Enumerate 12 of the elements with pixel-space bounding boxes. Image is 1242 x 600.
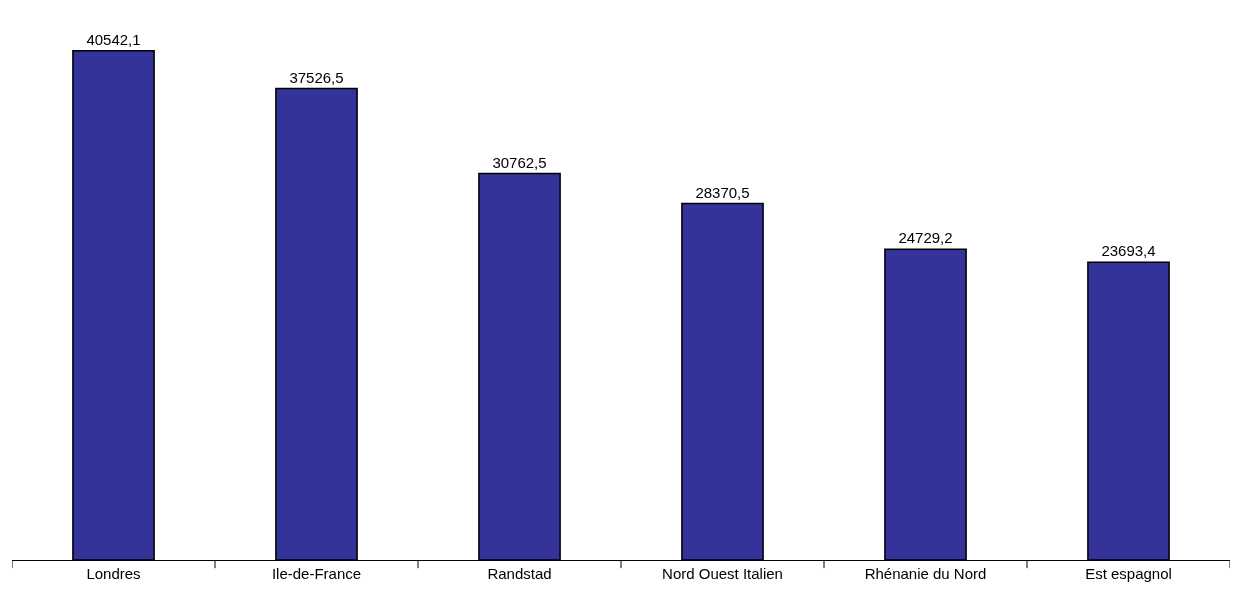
data-label: 30762,5 [492,153,547,171]
data-label: 40542,1 [86,30,141,48]
x-tick-label: Rhénanie du Nord [864,565,987,582]
data-label: 37526,5 [289,68,344,86]
data-label: 28370,5 [695,183,750,201]
data-label: 24729,2 [898,229,953,247]
x-tick-label: Nord Ouest Italien [662,565,783,582]
data-label: 23693,4 [1101,242,1156,260]
x-tick-label: Est espagnol [1085,565,1172,582]
x-tick-label: Ile-de-France [271,565,362,582]
x-tick-label: Londres [86,565,141,582]
x-tick-label: Randstad [487,565,552,582]
